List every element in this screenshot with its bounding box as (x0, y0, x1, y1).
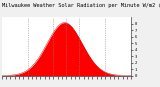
Text: Milwaukee Weather Solar Radiation per Minute W/m2 (Last 24 Hours): Milwaukee Weather Solar Radiation per Mi… (2, 3, 160, 8)
